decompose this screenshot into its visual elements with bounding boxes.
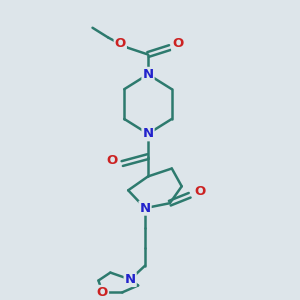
Text: N: N: [140, 202, 151, 214]
Text: N: N: [142, 68, 154, 81]
Text: N: N: [142, 127, 154, 140]
Text: O: O: [172, 37, 183, 50]
Text: O: O: [97, 286, 108, 299]
Text: O: O: [194, 185, 205, 198]
Text: N: N: [124, 273, 136, 286]
Text: O: O: [115, 37, 126, 50]
Text: O: O: [107, 154, 118, 167]
